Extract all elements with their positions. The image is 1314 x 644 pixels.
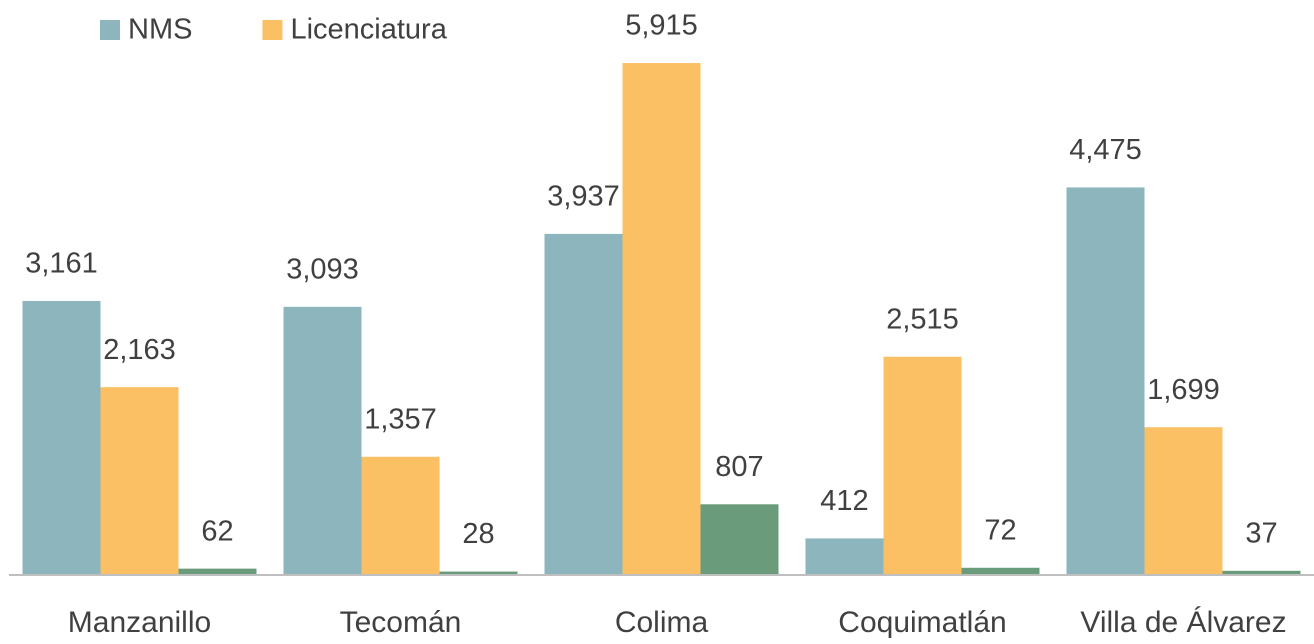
- bar: [1222, 570, 1301, 574]
- bar: [883, 356, 962, 574]
- data-label: 37: [1245, 517, 1277, 549]
- bar: [100, 387, 179, 574]
- data-label: 3,937: [547, 181, 620, 213]
- x-tick-label: Villa de Álvarez: [1080, 606, 1286, 639]
- data-label: 72: [984, 514, 1016, 546]
- data-label: 5,915: [625, 10, 698, 42]
- bar: [361, 456, 440, 574]
- data-label: 412: [820, 485, 868, 517]
- x-tick-label: Tecomán: [340, 606, 462, 639]
- legend-swatch: [262, 20, 283, 40]
- bar: [178, 568, 257, 574]
- data-label: 1,357: [364, 403, 437, 435]
- data-label: 4,475: [1069, 134, 1142, 166]
- bar: [622, 63, 701, 575]
- data-label: 2,515: [886, 303, 959, 335]
- legend-label: NMS: [128, 14, 192, 46]
- bar: [700, 504, 779, 574]
- data-label: 807: [715, 451, 763, 483]
- legend-label: Licenciatura: [290, 14, 447, 46]
- x-tick-label: Manzanillo: [68, 606, 211, 639]
- data-label: 3,161: [25, 248, 98, 280]
- bar: [805, 538, 884, 574]
- bar: [961, 567, 1040, 574]
- bar: [283, 306, 362, 574]
- legend-swatch: [100, 20, 120, 40]
- bar: [1144, 427, 1223, 574]
- bar: [22, 300, 101, 574]
- data-label: 3,093: [286, 253, 359, 285]
- data-label: 28: [462, 518, 494, 550]
- bar: [1066, 187, 1145, 575]
- x-tick-label: Colima: [615, 606, 709, 639]
- data-label: 2,163: [103, 334, 176, 366]
- x-tick-label: Coquimatlán: [838, 606, 1006, 639]
- data-label: 62: [201, 515, 233, 547]
- data-label: 1,699: [1147, 374, 1220, 406]
- bar: [544, 233, 623, 574]
- bar: [439, 571, 518, 574]
